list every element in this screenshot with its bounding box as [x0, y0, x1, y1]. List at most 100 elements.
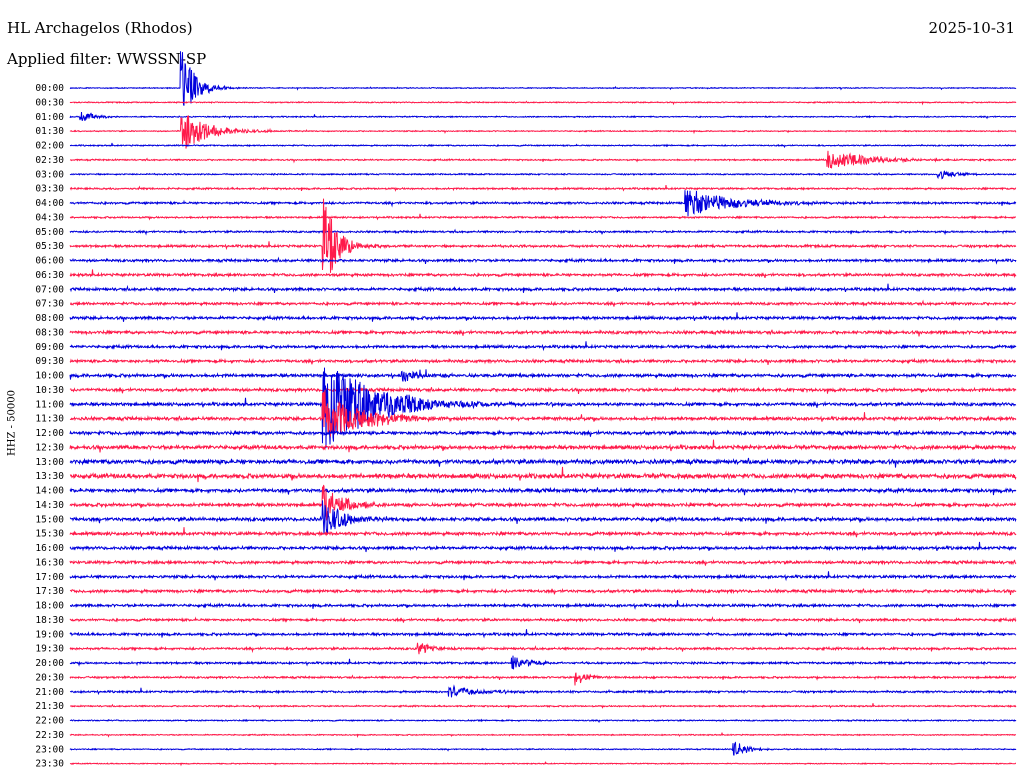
trace-row-0800 [69, 312, 1017, 322]
trace-row-1430 [69, 484, 1017, 521]
row-tick-label: 15:00 [35, 514, 64, 525]
trace-row-1300 [69, 457, 1017, 468]
trace-row-2100 [69, 684, 1017, 698]
trace-row-1630 [69, 559, 1017, 566]
row-tick-label: 04:30 [35, 212, 64, 223]
row-tick-label: 03:30 [35, 184, 64, 195]
trace-row-1000 [69, 369, 1017, 382]
trace-row-1400 [69, 486, 1017, 496]
row-tick-label: 20:30 [35, 672, 64, 683]
trace-row-0700 [69, 283, 1017, 294]
trace-row-1900 [69, 629, 1017, 639]
row-tick-label: 02:00 [35, 141, 64, 152]
filter-label: Applied filter: WWSSN-SP [7, 50, 207, 68]
row-tick-label: 23:00 [35, 744, 64, 755]
trace-row-1330 [69, 466, 1017, 483]
trace-row-1230 [69, 439, 1017, 453]
row-tick-label: 19:00 [35, 629, 64, 640]
station-title: HL Archagelos (Rhodos) [7, 19, 193, 37]
trace-row-0130 [69, 115, 1017, 149]
row-tick-label: 08:30 [35, 327, 64, 338]
row-tick-label: 13:30 [35, 471, 64, 482]
trace-row-1700 [69, 571, 1017, 582]
trace-row-1930 [69, 642, 1017, 655]
row-tick-label: 22:00 [35, 716, 64, 727]
trace-row-1800 [69, 600, 1017, 610]
row-tick-label: 10:30 [35, 385, 64, 396]
row-tick-label: 00:00 [35, 83, 64, 94]
row-tick-label: 20:00 [35, 658, 64, 669]
row-tick-label: 12:00 [35, 428, 64, 439]
trace-row-0100 [69, 111, 1017, 122]
row-tick-label: 18:00 [35, 601, 64, 612]
row-tick-label: 14:30 [35, 500, 64, 511]
trace-row-1100 [69, 367, 1017, 449]
row-tick-label: 01:00 [35, 112, 64, 123]
row-tick-label: 10:00 [35, 371, 64, 382]
trace-row-2030 [69, 672, 1017, 686]
row-tick-label: 07:00 [35, 284, 64, 295]
row-tick-label: 06:30 [35, 270, 64, 281]
trace-row-0400 [69, 190, 1017, 217]
trace-row-2300 [69, 741, 1017, 756]
row-tick-label: 22:30 [35, 730, 64, 741]
trace-row-1030 [69, 386, 1017, 394]
row-tick-label: 14:00 [35, 486, 64, 497]
row-tick-label: 11:30 [35, 414, 64, 425]
row-tick-label: 16:00 [35, 543, 64, 554]
trace-row-0900 [69, 341, 1017, 352]
row-tick-label: 16:30 [35, 557, 64, 568]
trace-row-1600 [69, 541, 1017, 553]
row-tick-label: 21:30 [35, 701, 64, 712]
row-tick-label: 04:00 [35, 198, 64, 209]
row-tick-label: 11:00 [35, 399, 64, 410]
trace-row-0600 [69, 256, 1017, 265]
trace-row-1500 [69, 500, 1017, 535]
trace-row-1730 [69, 587, 1017, 596]
row-tick-label: 21:00 [35, 687, 64, 698]
row-tick-label: 13:00 [35, 457, 64, 468]
trace-row-2000 [69, 655, 1017, 670]
row-tick-label: 05:00 [35, 227, 64, 238]
trace-row-0000 [69, 51, 1017, 106]
row-tick-label: 07:30 [35, 299, 64, 310]
row-tick-label: 17:00 [35, 572, 64, 583]
trace-row-0430 [69, 213, 1017, 221]
trace-row-2200 [69, 718, 1017, 724]
row-tick-label: 09:00 [35, 342, 64, 353]
row-tick-label: 01:30 [35, 126, 64, 137]
row-tick-label: 18:30 [35, 615, 64, 626]
row-tick-label: 09:30 [35, 356, 64, 367]
trace-row-0330 [69, 185, 1017, 192]
row-tick-label: 19:30 [35, 644, 64, 655]
trace-row-2330 [69, 761, 1017, 767]
trace-row-2230 [69, 732, 1017, 739]
row-tick-label: 23:30 [35, 759, 64, 770]
trace-row-0530 [69, 198, 1017, 273]
trace-row-1200 [69, 429, 1017, 437]
trace-row-0500 [69, 228, 1017, 236]
row-tick-label: 02:30 [35, 155, 64, 166]
trace-row-0230 [69, 150, 1017, 169]
trace-row-1130 [69, 389, 1017, 437]
trace-row-0630 [69, 269, 1017, 279]
trace-row-0030 [69, 100, 1017, 106]
row-tick-label: 15:30 [35, 529, 64, 540]
trace-row-0200 [69, 142, 1017, 149]
trace-row-0930 [69, 357, 1017, 366]
row-tick-label: 17:30 [35, 586, 64, 597]
trace-row-0830 [69, 328, 1017, 337]
row-tick-label: 05:30 [35, 241, 64, 252]
trace-row-0300 [69, 170, 1017, 180]
row-tick-label: 03:00 [35, 169, 64, 180]
trace-row-1830 [69, 616, 1017, 624]
trace-row-2130 [69, 703, 1017, 710]
row-tick-label: 00:30 [35, 97, 64, 108]
row-tick-label: 06:00 [35, 256, 64, 267]
trace-row-0730 [69, 299, 1017, 307]
row-tick-label: 08:00 [35, 313, 64, 324]
trace-row-1530 [69, 527, 1017, 538]
row-tick-label: 12:30 [35, 442, 64, 453]
